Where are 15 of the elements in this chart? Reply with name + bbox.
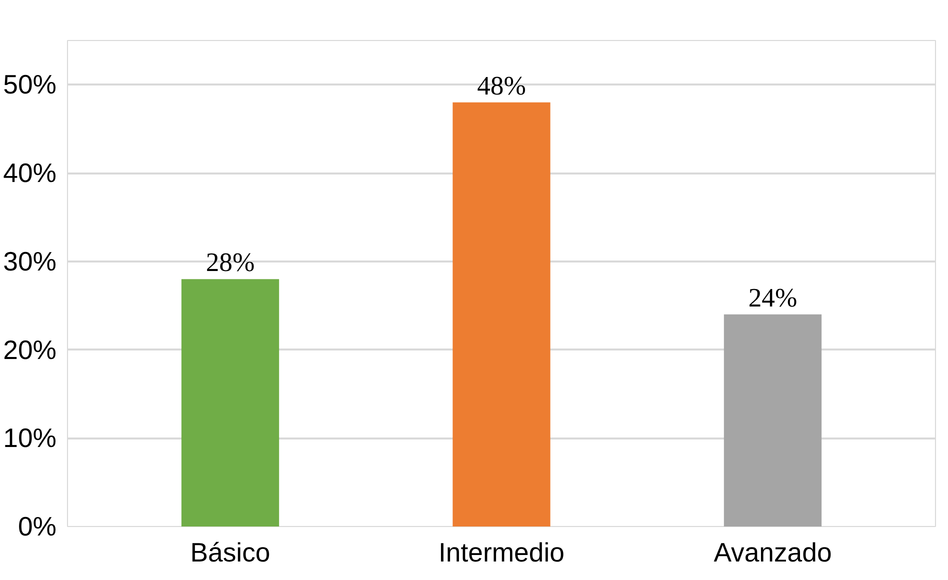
y-tick-label: 30% [3, 246, 57, 276]
x-tick-label: Básico [190, 538, 270, 568]
y-tick-label: 10% [3, 423, 57, 454]
y-tick-label: 20% [3, 334, 57, 365]
data-label: 24% [748, 282, 798, 312]
y-tick-label: 0% [18, 512, 57, 542]
data-label: 28% [206, 247, 255, 278]
y-tick-label: 50% [3, 70, 57, 100]
bar [181, 279, 280, 526]
x-tick-label: Intermedio [438, 538, 564, 568]
data-label: 48% [477, 70, 526, 100]
x-tick-label: Avanzado [714, 538, 832, 568]
bar [452, 102, 550, 526]
y-tick-label: 40% [3, 158, 57, 188]
bar [724, 314, 822, 526]
